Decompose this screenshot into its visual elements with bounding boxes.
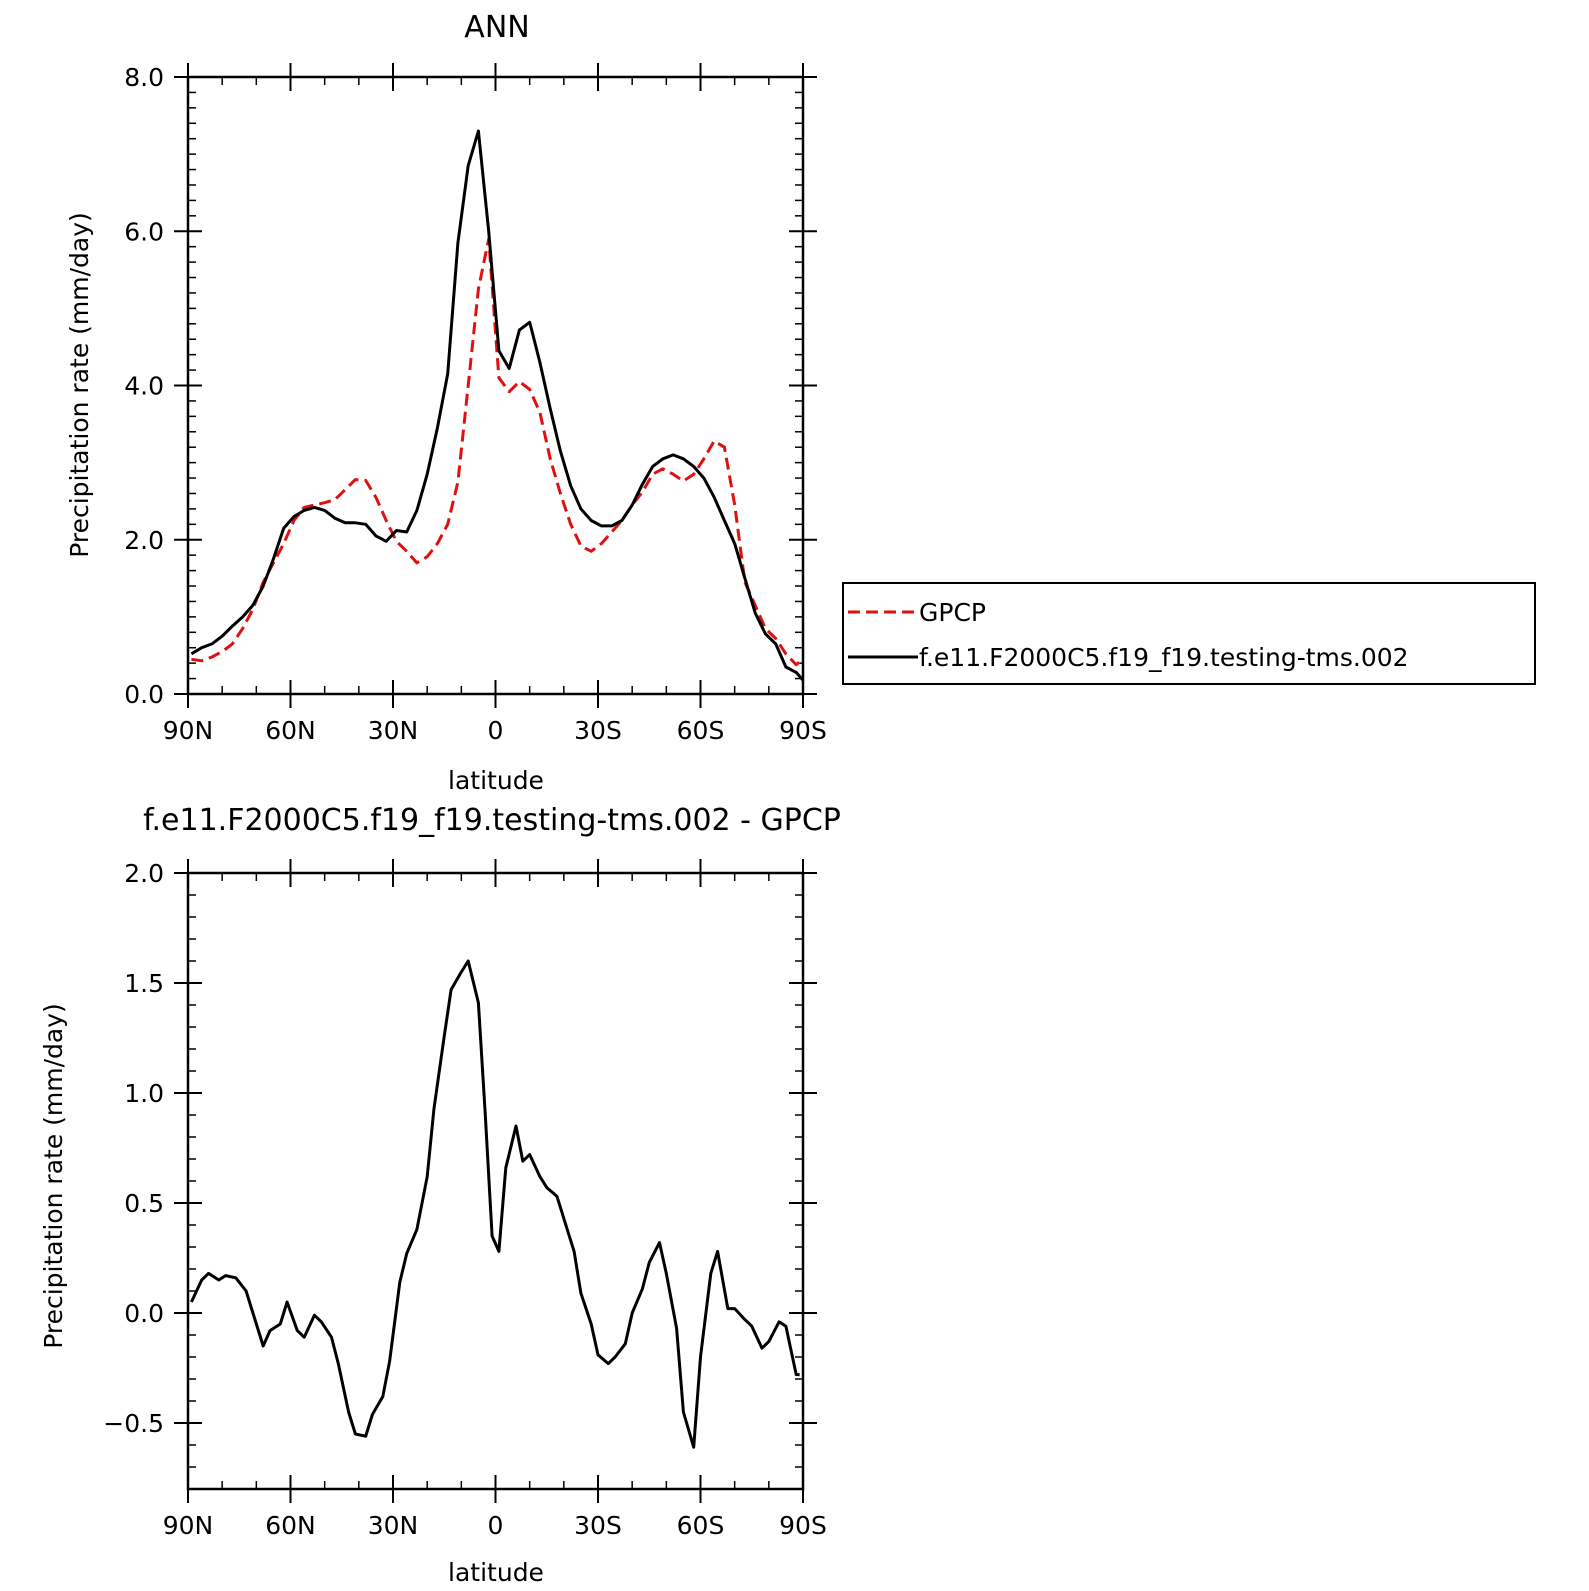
bottom-series-line-model [190, 959, 800, 1449]
bottom-chart-title: f.e11.F2000C5.f19_f19.testing-tms.002 - … [143, 803, 841, 838]
top-series-line-model [190, 129, 805, 682]
bottom-x-tick-label: 0 [488, 1511, 504, 1540]
top-x-axis-title: latitude [448, 766, 544, 795]
top-x-tick-label: 60N [265, 716, 316, 745]
legend: GPCP f.e11.F2000C5.f19_f19.testing-tms.0… [842, 582, 1536, 685]
top-x-tick-label: 30S [574, 716, 622, 745]
bottom-y-tick-label: 1.0 [124, 1079, 164, 1108]
top-y-tick-label: 2.0 [124, 526, 164, 555]
bottom-y-axis-title: Precipitation rate (mm/day) [39, 1003, 68, 1349]
top-panel: ANN Precipitation rate (mm/day) latitude… [65, 10, 827, 795]
bottom-y-tick-label: 1.5 [124, 969, 164, 998]
legend-label-gpcp: GPCP [919, 598, 986, 627]
top-x-tick-label: 90S [779, 716, 827, 745]
bottom-x-tick-label: 90S [779, 1511, 827, 1540]
top-chart-title: ANN [464, 10, 529, 45]
bottom-y-tick-label: −0.5 [103, 1409, 164, 1438]
top-y-tick-label: 8.0 [124, 63, 164, 92]
bottom-y-tick-label: 2.0 [124, 859, 164, 888]
top-y-tick-label: 0.0 [124, 680, 164, 709]
bottom-axis-ticks: 90N 60N 30N 0 30S 60S 90S −0.5 0.0 0.5 1.0 1.5 2.0 [103, 859, 827, 1540]
bottom-x-tick-label: 60S [677, 1511, 725, 1540]
top-plot-frame [186, 75, 805, 696]
bottom-x-tick-label: 30N [368, 1511, 419, 1540]
top-series-group [190, 129, 805, 682]
top-x-tick-label: 0 [488, 716, 504, 745]
legend-label-model: f.e11.F2000C5.f19_f19.testing-tms.002 [919, 643, 1409, 672]
bottom-x-axis-title: latitude [448, 1558, 544, 1587]
top-x-tick-label: 60S [677, 716, 725, 745]
bottom-series-group [190, 959, 800, 1449]
top-y-tick-label: 6.0 [124, 217, 164, 246]
top-y-axis-title: Precipitation rate (mm/day) [65, 212, 94, 558]
legend-box [842, 582, 1536, 685]
bottom-x-tick-label: 30S [574, 1511, 622, 1540]
top-x-tick-label: 90N [163, 716, 214, 745]
bottom-y-tick-label: 0.0 [124, 1299, 164, 1328]
bottom-panel: f.e11.F2000C5.f19_f19.testing-tms.002 - … [39, 803, 841, 1587]
top-y-tick-label: 4.0 [124, 372, 164, 401]
bottom-y-tick-label: 0.5 [124, 1189, 164, 1218]
top-series-line-gpcp [191, 237, 804, 667]
bottom-x-tick-label: 60N [265, 1511, 316, 1540]
bottom-plot-frame [186, 871, 805, 1491]
bottom-x-tick-label: 90N [163, 1511, 214, 1540]
top-x-tick-label: 30N [368, 716, 419, 745]
